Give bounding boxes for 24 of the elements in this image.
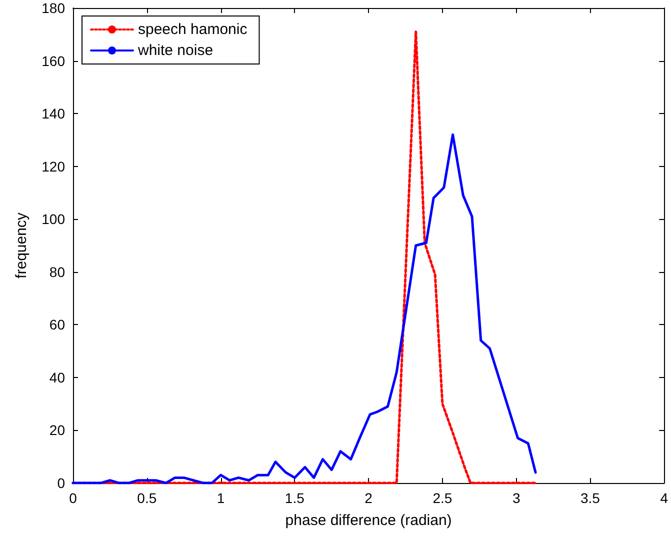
x-tick-label: 0.5 [137,490,157,506]
x-tick-label: 2 [364,490,373,506]
y-tick-label: 80 [49,264,66,280]
line-series [72,133,537,484]
legend-label: speech hamonic [138,21,248,38]
y-tick-label: 20 [49,422,66,438]
y-tick-label: 0 [57,475,66,491]
y-tick-label: 180 [42,0,66,16]
y-tick-label: 140 [42,106,66,122]
y-tick-label: 60 [49,316,66,333]
x-tick-label: 3.5 [580,490,600,506]
x-tick-label: 3 [512,490,520,506]
y-axis-title: frequency [13,212,30,278]
y-tick-label: 100 [42,211,66,228]
x-tick-label: 4 [660,490,668,506]
y-tick-label: 160 [42,52,66,69]
x-tick-label: 1 [216,490,225,506]
legend-label: white noise [137,42,214,59]
x-tick-label: 1.5 [284,490,305,506]
x-tick-label: 0 [69,490,78,506]
y-tick-label: 40 [49,369,66,386]
y-tick-label: 120 [42,158,66,174]
x-tick-label: 2.5 [432,490,452,506]
x-axis-title: phase difference (radian) [285,512,452,529]
